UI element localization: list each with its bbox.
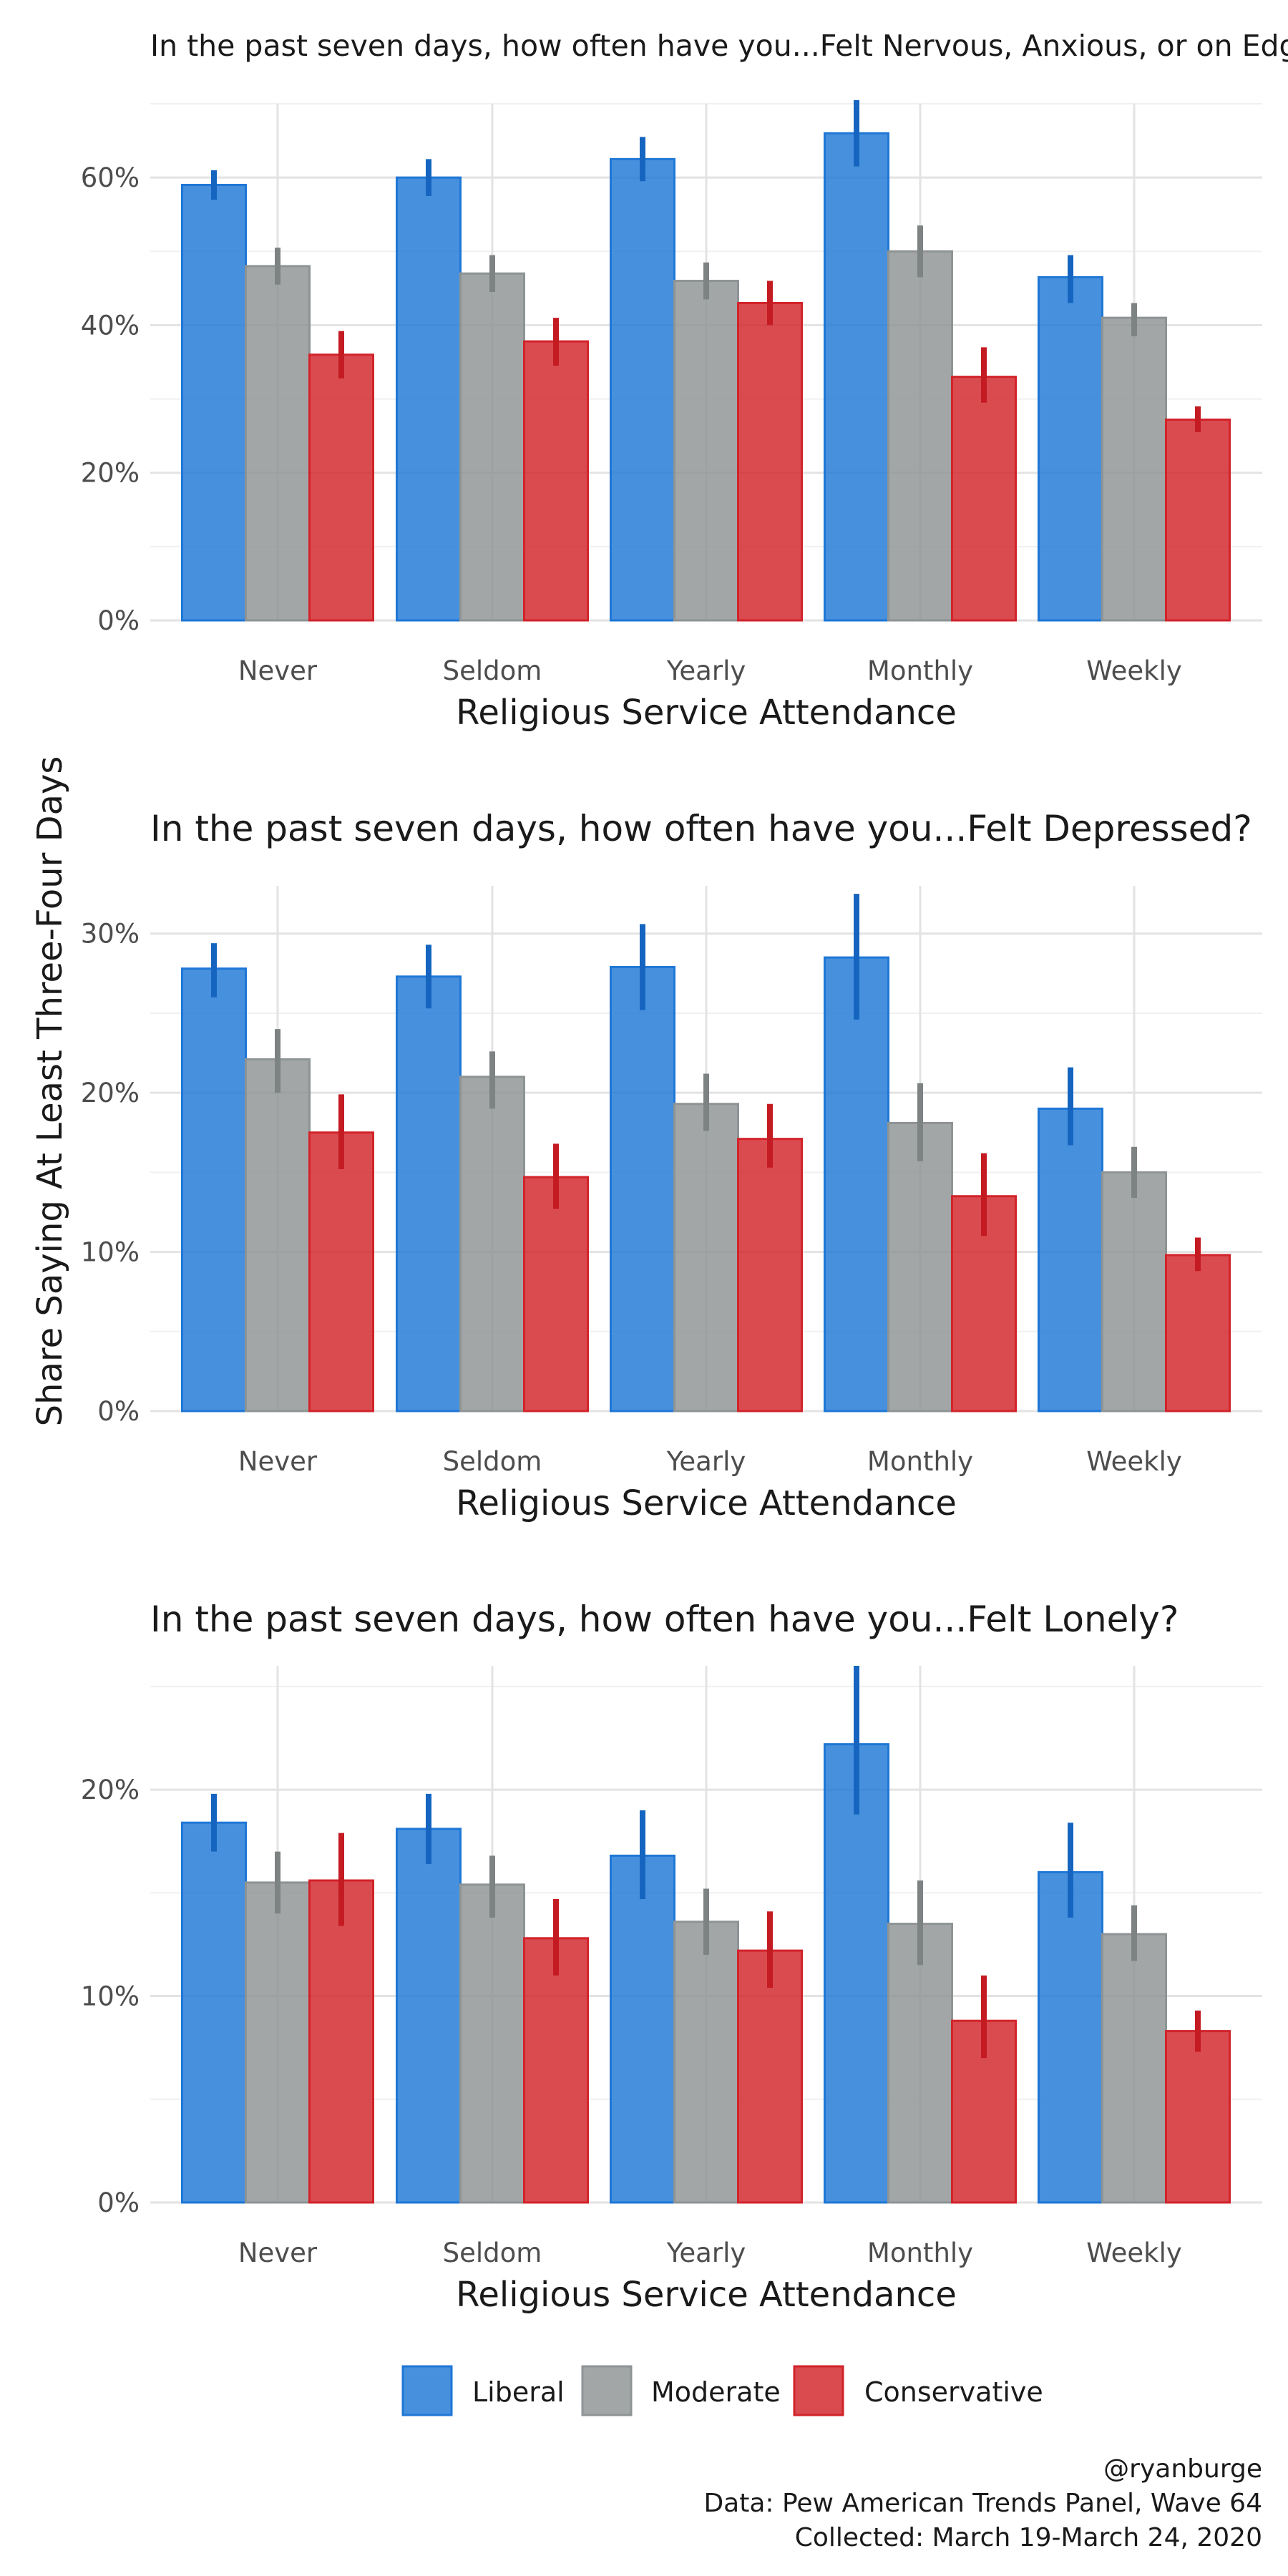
panel-2-x-axis-label: Religious Service Attendance [456,1483,957,1523]
bar-conservative-weekly [1165,418,1231,622]
bar-liberal-monthly [824,956,889,1413]
bar-conservative-weekly [1165,1254,1231,1413]
x-tick-label: Seldom [443,2238,542,2268]
y-tick-label: 20% [81,1078,140,1108]
bar-liberal-monthly [824,1743,889,2204]
x-tick-label: Weekly [1086,2238,1182,2268]
bar-liberal-never [181,183,247,622]
bar-conservative-never [308,353,374,622]
panel-3-x-axis-label: Religious Service Attendance [456,2275,957,2315]
panel-3-title: In the past seven days, how often have y… [150,1599,1179,1640]
y-tick-label: 10% [81,1237,140,1268]
panel-1-x-axis-label: Religious Service Attendance [456,693,957,733]
x-tick-label: Monthly [867,1446,973,1477]
y-tick-label: 30% [81,919,140,950]
bar-conservative-weekly [1165,2030,1231,2204]
bar-moderate-yearly [673,1103,739,1413]
bar-moderate-monthly [887,1121,953,1413]
x-tick-label: Yearly [666,2238,746,2268]
bar-conservative-seldom [523,1937,589,2204]
legend-swatch-moderate [581,2365,633,2416]
bar-conservative-monthly [951,376,1017,622]
legend-label-liberal: Liberal [472,2376,565,2408]
bar-moderate-never [245,265,311,622]
x-tick-label: Never [238,1446,318,1477]
panel-2: In the past seven days, how often have y… [81,808,1262,1523]
bar-moderate-weekly [1101,1933,1167,2204]
caption-collected: Collected: March 19-March 24, 2020 [795,2523,1262,2552]
y-tick-label: 20% [81,458,140,489]
legend-label-moderate: Moderate [651,2376,781,2408]
bar-liberal-monthly [824,132,889,622]
panel-1-title: In the past seven days, how often have y… [150,29,1288,63]
bar-conservative-never [308,1131,374,1413]
bar-conservative-seldom [523,340,589,622]
bar-liberal-weekly [1038,1107,1103,1413]
y-tick-label: 0% [97,605,140,636]
x-tick-label: Yearly [666,655,746,686]
bar-moderate-seldom [459,1883,525,2204]
bar-moderate-seldom [459,1075,525,1413]
bar-liberal-never [181,967,247,1413]
bar-liberal-yearly [610,965,675,1413]
caption-handle: @ryanburge [1103,2454,1262,2484]
bar-conservative-yearly [737,301,803,622]
panel-1: In the past seven days, how often have y… [81,29,1288,733]
x-tick-label: Yearly [666,1446,746,1477]
x-tick-label: Weekly [1086,1446,1182,1477]
x-tick-label: Seldom [443,1446,542,1477]
bar-liberal-seldom [396,1828,462,2204]
bar-liberal-seldom [396,975,462,1413]
bar-liberal-weekly [1038,1870,1103,2204]
bar-liberal-yearly [610,157,675,622]
x-tick-label: Weekly [1086,655,1182,686]
bar-moderate-seldom [459,272,525,622]
y-tick-label: 20% [81,1775,140,1805]
bar-moderate-weekly [1101,316,1167,622]
bar-liberal-weekly [1038,275,1103,622]
bar-moderate-yearly [673,280,739,622]
legend-label-conservative: Conservative [864,2376,1043,2408]
panel-3-bars [181,1666,1231,2204]
bar-moderate-yearly [673,1921,739,2204]
x-tick-label: Monthly [867,655,973,686]
bar-conservative-seldom [523,1176,589,1413]
y-tick-label: 60% [81,162,140,193]
x-tick-label: Never [238,655,318,686]
legend-swatch-liberal [401,2365,453,2416]
shared-y-axis-label: Share Saying At Least Three-Four Days [30,756,70,1427]
bar-moderate-never [245,1058,311,1413]
x-tick-label: Never [238,2238,318,2268]
bar-conservative-yearly [737,1138,803,1413]
caption-data-source: Data: Pew American Trends Panel, Wave 64 [703,2489,1262,2518]
caption: @ryanburge Data: Pew American Trends Pan… [703,2454,1262,2552]
bar-liberal-never [181,1821,247,2204]
y-tick-label: 40% [81,310,140,341]
bar-liberal-seldom [396,176,462,622]
bar-moderate-weekly [1101,1171,1167,1413]
bar-moderate-never [245,1881,311,2204]
bar-conservative-yearly [737,1949,803,2204]
x-tick-label: Monthly [867,2238,973,2268]
legend-swatch-conservative [793,2365,844,2416]
y-tick-label: 10% [81,1981,140,2012]
panel-2-title: In the past seven days, how often have y… [150,808,1252,849]
bar-conservative-never [308,1879,374,2204]
panel-1-bars [181,99,1231,622]
y-tick-label: 0% [97,2187,140,2218]
panel-2-bars [181,894,1231,1413]
bar-moderate-monthly [887,1923,953,2204]
bar-liberal-yearly [610,1854,675,2204]
legend: Liberal Moderate Conservative [401,2365,1043,2416]
bar-moderate-monthly [887,250,953,622]
panel-3: In the past seven days, how often have y… [81,1599,1262,2315]
x-tick-label: Seldom [443,655,542,686]
y-tick-label: 0% [97,1396,140,1427]
